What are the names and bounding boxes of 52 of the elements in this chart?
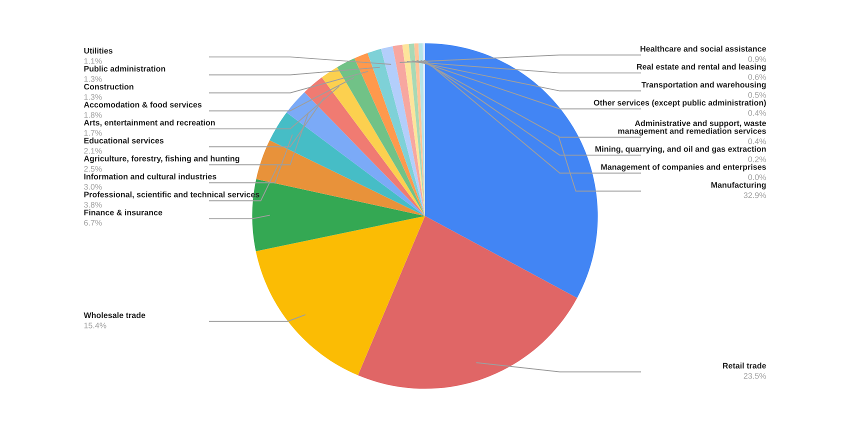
data-label: 3.0% — [84, 184, 102, 190]
data-label: 0.5% — [748, 92, 766, 98]
slice-label: Administrative and support, waste management and remediation services — [618, 120, 766, 136]
pie-slice — [392, 44, 425, 216]
data-label: 23.5% — [744, 373, 766, 379]
slice-label: Other services (except public administration) — [594, 100, 766, 108]
text: 0.0% — [748, 174, 766, 180]
slice-label: Real estate and rental and leasing — [637, 64, 766, 72]
category-label: Management of companies and enterprises — [601, 164, 766, 172]
slice-label: Mining, quarrying, and oil and gas extraction — [595, 146, 766, 154]
slice-label: Agriculture, forestry, fishing and hunting — [84, 155, 240, 164]
slice-label: Manufacturing — [711, 182, 766, 190]
pie-slice — [322, 67, 425, 216]
slice-label: Utilities — [84, 48, 112, 54]
pie-slice — [286, 92, 425, 216]
data-label: 0.2% — [748, 156, 766, 162]
data-label: 1.3% — [84, 94, 102, 100]
data-label: 15.4% — [84, 322, 106, 328]
slice-label: Wholesale trade — [84, 312, 146, 318]
slice-label: Finance & insurance — [84, 209, 162, 216]
pie-slice — [381, 46, 425, 216]
data-label: 32.9% — [744, 192, 766, 198]
pie-slice — [408, 44, 425, 216]
slice-label: Retail trade — [722, 362, 766, 369]
slice-label: Arts, entertainment and recreation — [84, 120, 215, 127]
slice-label: Transportation and warehousing — [642, 82, 766, 90]
slice-label: Healthcare and social assistance — [640, 46, 766, 52]
data-label: 3.8% — [84, 202, 102, 208]
slice-label: Construction — [84, 84, 134, 90]
slice-label: Accomodation & food services — [84, 102, 202, 108]
slice-label: Public administration — [84, 66, 166, 72]
pie-slice — [304, 77, 425, 216]
pie-slice — [354, 53, 425, 216]
pie-slice — [402, 44, 425, 216]
data-label: 0.9% — [748, 56, 766, 62]
data-label: 1.3% — [84, 76, 102, 82]
data-label: 2.1% — [84, 148, 102, 154]
data-label: 0.6% — [748, 74, 766, 80]
pie-slice — [358, 216, 578, 389]
slice-label: Information and cultural industries — [84, 173, 216, 180]
data-label: 1.1% — [84, 58, 102, 64]
data-label: 0.4% — [748, 110, 766, 116]
slice-label: Educational services — [84, 138, 164, 144]
pie-slice — [270, 112, 425, 216]
pie-slice — [368, 48, 425, 216]
pie-slice — [256, 216, 425, 376]
data-label: 1.8% — [84, 112, 102, 118]
data-label: 6.7% — [84, 220, 102, 226]
data-label: 0.4% — [748, 138, 766, 144]
data-label: 2.5% — [84, 166, 102, 172]
data-label: 1.7% — [84, 130, 102, 136]
pie-slice — [337, 58, 425, 216]
